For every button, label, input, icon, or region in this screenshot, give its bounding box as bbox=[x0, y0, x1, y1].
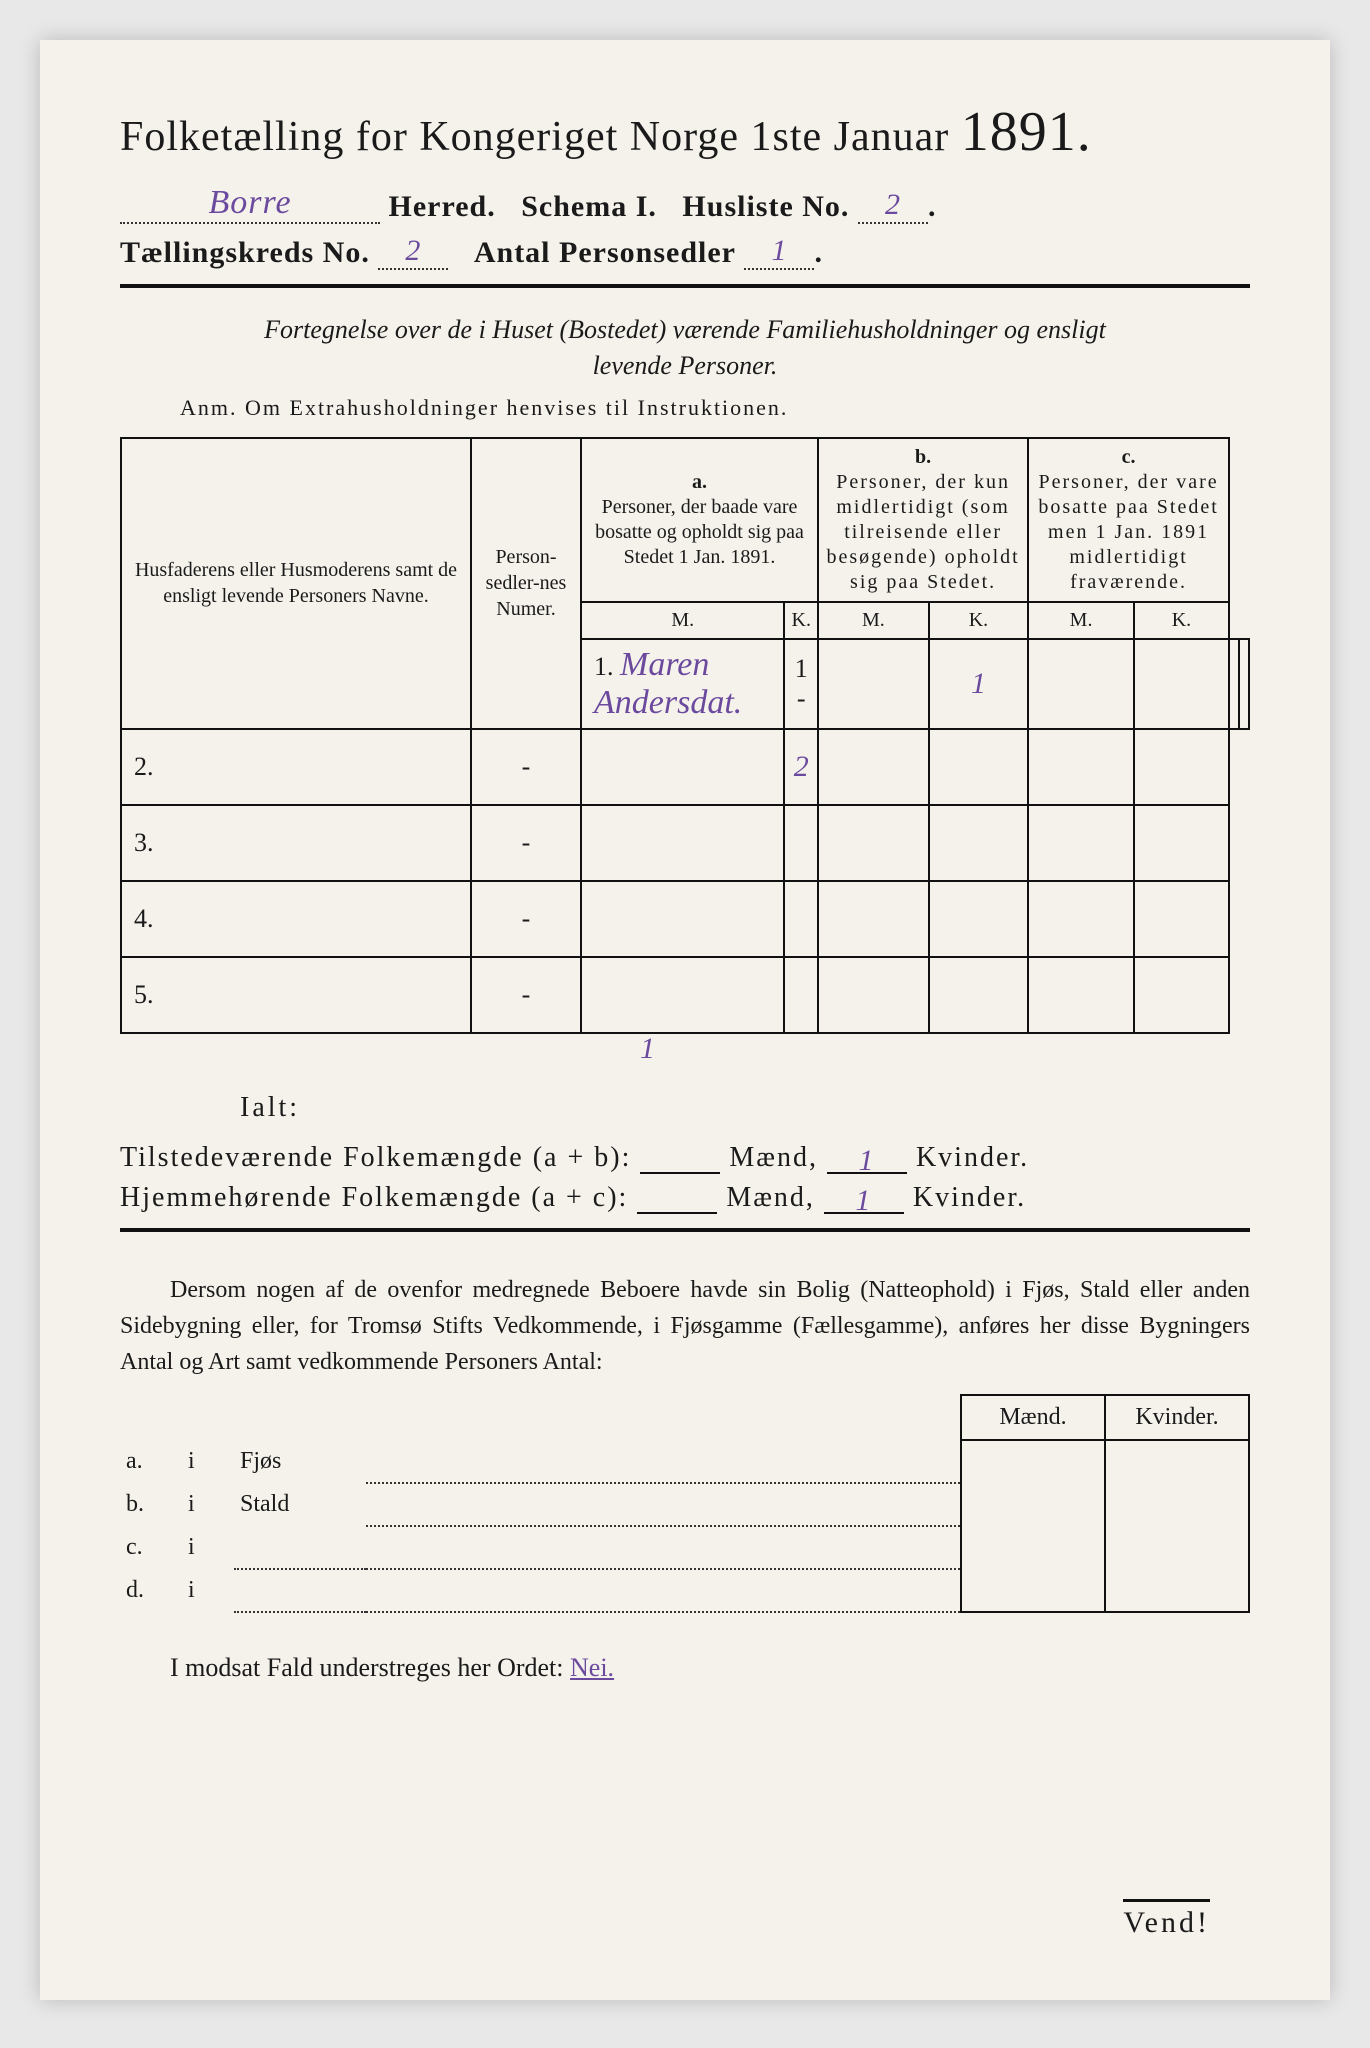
main-title: Folketælling for Kongeriget Norge 1ste J… bbox=[120, 100, 1250, 164]
paragraph: Dersom nogen af de ovenfor medregnede Be… bbox=[120, 1272, 1250, 1380]
summary1-k: 1 bbox=[858, 1144, 875, 1177]
row1-num: 1 - bbox=[784, 639, 818, 729]
herred-label: Herred. bbox=[389, 190, 496, 223]
lower-row: d. i bbox=[120, 1569, 1249, 1612]
summary-line-2: Hjemmehørende Folkemængde (a + c): Mænd,… bbox=[120, 1182, 1250, 1214]
col-b-k: K. bbox=[929, 602, 1028, 639]
lower-table: Mænd. Kvinder. a. i Fjøs b. i Stald c. i… bbox=[120, 1394, 1250, 1613]
lower-row: c. i bbox=[120, 1526, 1249, 1569]
group-b-header: b.Personer, der kun midlertidigt (som ti… bbox=[818, 438, 1028, 602]
col-c-m: M. bbox=[1028, 602, 1134, 639]
row2-ak: 2 bbox=[794, 750, 809, 783]
col-c-k: K. bbox=[1134, 602, 1229, 639]
title-prefix: Folketælling for Kongeriget Norge 1ste J… bbox=[120, 114, 949, 160]
antal-label: Antal Personsedler bbox=[474, 236, 736, 269]
header-line-2: Borre Herred. Schema I. Husliste No. 2. bbox=[120, 184, 1250, 224]
husliste-value: 2 bbox=[885, 188, 901, 221]
row1-name: Maren Andersdat. bbox=[594, 646, 742, 721]
col-a-m: M. bbox=[581, 602, 784, 639]
census-form-page: Folketælling for Kongeriget Norge 1ste J… bbox=[40, 40, 1330, 2000]
col-a-k: K. bbox=[784, 602, 818, 639]
ialt-ak: 1 bbox=[640, 1032, 655, 1066]
main-table: Husfaderens eller Husmoderens samt de en… bbox=[120, 437, 1250, 1034]
husliste-label: Husliste No. bbox=[682, 190, 849, 223]
col-num-header: Person-sedler-nes Numer. bbox=[471, 438, 581, 729]
title-year: 1891. bbox=[961, 101, 1092, 163]
table-row: 3. - bbox=[121, 805, 1249, 881]
col-b-m: M. bbox=[818, 602, 929, 639]
schema-label: Schema I. bbox=[521, 190, 657, 223]
herred-value: Borre bbox=[208, 184, 291, 221]
row1-ak: 1 bbox=[971, 667, 986, 700]
subtitle-line1: Fortegnelse over de i Huset (Bostedet) v… bbox=[264, 315, 1106, 344]
table-row: 2. - 2 bbox=[121, 729, 1249, 805]
divider-1 bbox=[120, 284, 1250, 288]
ialt-label: Ialt: bbox=[240, 1092, 1250, 1124]
lower-head-m: Mænd. bbox=[961, 1395, 1105, 1440]
anm-note: Anm. Om Extrahusholdninger henvises til … bbox=[180, 395, 1250, 421]
antal-value: 1 bbox=[771, 234, 787, 267]
lower-row: b. i Stald bbox=[120, 1483, 1249, 1526]
nei-word: Nei. bbox=[570, 1653, 614, 1682]
group-a-header: a.Personer, der baade vare bosatte og op… bbox=[581, 438, 818, 602]
header-line-3: Tællingskreds No. 2 Antal Personsedler 1… bbox=[120, 234, 1250, 270]
subtitle: Fortegnelse over de i Huset (Bostedet) v… bbox=[120, 312, 1250, 385]
table-row: 4. - bbox=[121, 881, 1249, 957]
group-c-header: c.Personer, der vare bosatte paa Stedet … bbox=[1028, 438, 1229, 602]
subtitle-line2: levende Personer. bbox=[593, 351, 778, 380]
kreds-label: Tællingskreds No. bbox=[120, 236, 370, 269]
nei-line: I modsat Fald understreges her Ordet: Ne… bbox=[120, 1653, 1250, 1683]
lower-row: a. i Fjøs bbox=[120, 1440, 1249, 1483]
summary-line-1: Tilstedeværende Folkemængde (a + b): Mæn… bbox=[120, 1142, 1250, 1174]
summary2-k: 1 bbox=[855, 1184, 872, 1217]
lower-head-k: Kvinder. bbox=[1105, 1395, 1249, 1440]
kreds-value: 2 bbox=[405, 234, 421, 267]
col-name-header: Husfaderens eller Husmoderens samt de en… bbox=[121, 438, 471, 729]
vend-label: Vend! bbox=[1123, 1899, 1210, 1940]
divider-2 bbox=[120, 1228, 1250, 1232]
table-row: 5. - bbox=[121, 957, 1249, 1033]
